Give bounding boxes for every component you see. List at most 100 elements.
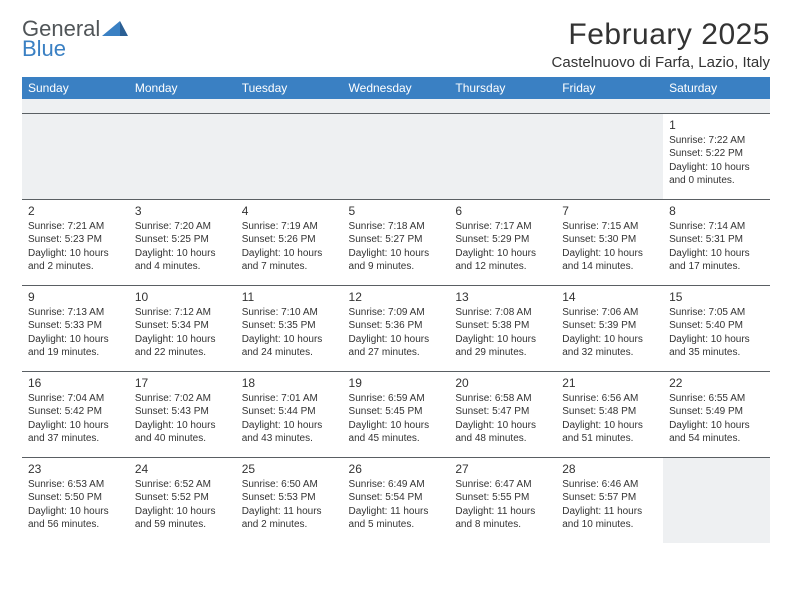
day-day1: Daylight: 10 hours: [455, 333, 550, 347]
week-row: 1Sunrise: 7:22 AMSunset: 5:22 PMDaylight…: [22, 113, 770, 199]
day-number: 7: [562, 203, 657, 219]
day-day1: Daylight: 10 hours: [669, 419, 764, 433]
day-sunrise: Sunrise: 7:09 AM: [349, 306, 444, 320]
day-number: 1: [669, 117, 764, 133]
day-sunrise: Sunrise: 7:04 AM: [28, 392, 123, 406]
day-day1: Daylight: 10 hours: [455, 247, 550, 261]
title-block: February 2025 Castelnuovo di Farfa, Lazi…: [552, 18, 770, 71]
day-number: 15: [669, 289, 764, 305]
day-sunrise: Sunrise: 7:20 AM: [135, 220, 230, 234]
day-number: 5: [349, 203, 444, 219]
day-sunrise: Sunrise: 7:02 AM: [135, 392, 230, 406]
day-number: 17: [135, 375, 230, 391]
day-cell: 1Sunrise: 7:22 AMSunset: 5:22 PMDaylight…: [663, 113, 770, 199]
day-cell: 24Sunrise: 6:52 AMSunset: 5:52 PMDayligh…: [129, 457, 236, 543]
day-cell: 9Sunrise: 7:13 AMSunset: 5:33 PMDaylight…: [22, 285, 129, 371]
day-sunset: Sunset: 5:39 PM: [562, 319, 657, 333]
day-number: 14: [562, 289, 657, 305]
day-cell: 27Sunrise: 6:47 AMSunset: 5:55 PMDayligh…: [449, 457, 556, 543]
day-cell-empty: [129, 113, 236, 199]
day-number: 24: [135, 461, 230, 477]
spacer-row: [22, 99, 770, 113]
day-cell: 14Sunrise: 7:06 AMSunset: 5:39 PMDayligh…: [556, 285, 663, 371]
day-cell: 15Sunrise: 7:05 AMSunset: 5:40 PMDayligh…: [663, 285, 770, 371]
day-sunset: Sunset: 5:52 PM: [135, 491, 230, 505]
day-sunset: Sunset: 5:31 PM: [669, 233, 764, 247]
day-day1: Daylight: 10 hours: [669, 247, 764, 261]
day-day1: Daylight: 10 hours: [349, 419, 444, 433]
day-day2: and 48 minutes.: [455, 432, 550, 446]
day-number: 25: [242, 461, 337, 477]
day-cell-empty: [22, 113, 129, 199]
day-day2: and 7 minutes.: [242, 260, 337, 274]
day-sunrise: Sunrise: 7:12 AM: [135, 306, 230, 320]
day-sunrise: Sunrise: 6:49 AM: [349, 478, 444, 492]
day-cell: 13Sunrise: 7:08 AMSunset: 5:38 PMDayligh…: [449, 285, 556, 371]
day-sunrise: Sunrise: 7:05 AM: [669, 306, 764, 320]
day-day1: Daylight: 10 hours: [135, 505, 230, 519]
dow-monday: Monday: [129, 77, 236, 99]
day-cell: 23Sunrise: 6:53 AMSunset: 5:50 PMDayligh…: [22, 457, 129, 543]
day-sunset: Sunset: 5:49 PM: [669, 405, 764, 419]
day-cell: 18Sunrise: 7:01 AMSunset: 5:44 PMDayligh…: [236, 371, 343, 457]
day-day2: and 51 minutes.: [562, 432, 657, 446]
day-cell-empty: [343, 113, 450, 199]
day-day1: Daylight: 11 hours: [455, 505, 550, 519]
day-sunrise: Sunrise: 7:08 AM: [455, 306, 550, 320]
day-cell-empty: [663, 457, 770, 543]
calendar-table: Sunday Monday Tuesday Wednesday Thursday…: [22, 77, 770, 543]
day-number: 18: [242, 375, 337, 391]
day-day2: and 24 minutes.: [242, 346, 337, 360]
day-day2: and 22 minutes.: [135, 346, 230, 360]
day-sunset: Sunset: 5:45 PM: [349, 405, 444, 419]
day-number: 12: [349, 289, 444, 305]
day-sunset: Sunset: 5:29 PM: [455, 233, 550, 247]
calendar-page: General Blue February 2025 Castelnuovo d…: [0, 0, 792, 553]
day-number: 9: [28, 289, 123, 305]
day-number: 10: [135, 289, 230, 305]
day-sunrise: Sunrise: 7:01 AM: [242, 392, 337, 406]
day-sunset: Sunset: 5:44 PM: [242, 405, 337, 419]
day-day1: Daylight: 10 hours: [242, 333, 337, 347]
day-cell: 10Sunrise: 7:12 AMSunset: 5:34 PMDayligh…: [129, 285, 236, 371]
day-number: 13: [455, 289, 550, 305]
brand-text: General Blue: [22, 18, 100, 60]
day-day2: and 43 minutes.: [242, 432, 337, 446]
day-day2: and 27 minutes.: [349, 346, 444, 360]
day-day1: Daylight: 10 hours: [562, 419, 657, 433]
day-day1: Daylight: 10 hours: [28, 505, 123, 519]
day-number: 19: [349, 375, 444, 391]
dow-wednesday: Wednesday: [343, 77, 450, 99]
day-sunrise: Sunrise: 6:56 AM: [562, 392, 657, 406]
day-number: 27: [455, 461, 550, 477]
day-cell: 12Sunrise: 7:09 AMSunset: 5:36 PMDayligh…: [343, 285, 450, 371]
day-day2: and 0 minutes.: [669, 174, 764, 188]
day-sunset: Sunset: 5:36 PM: [349, 319, 444, 333]
dow-thursday: Thursday: [449, 77, 556, 99]
day-sunset: Sunset: 5:42 PM: [28, 405, 123, 419]
day-day1: Daylight: 10 hours: [562, 333, 657, 347]
day-sunset: Sunset: 5:27 PM: [349, 233, 444, 247]
day-sunset: Sunset: 5:48 PM: [562, 405, 657, 419]
day-day2: and 29 minutes.: [455, 346, 550, 360]
dow-tuesday: Tuesday: [236, 77, 343, 99]
day-number: 11: [242, 289, 337, 305]
day-cell-empty: [556, 113, 663, 199]
day-sunset: Sunset: 5:55 PM: [455, 491, 550, 505]
day-sunrise: Sunrise: 7:18 AM: [349, 220, 444, 234]
day-sunrise: Sunrise: 6:46 AM: [562, 478, 657, 492]
day-day1: Daylight: 10 hours: [28, 247, 123, 261]
day-day1: Daylight: 10 hours: [242, 247, 337, 261]
day-number: 26: [349, 461, 444, 477]
day-day2: and 2 minutes.: [28, 260, 123, 274]
day-sunrise: Sunrise: 7:15 AM: [562, 220, 657, 234]
day-sunrise: Sunrise: 7:17 AM: [455, 220, 550, 234]
day-day2: and 4 minutes.: [135, 260, 230, 274]
day-day2: and 54 minutes.: [669, 432, 764, 446]
day-day1: Daylight: 10 hours: [135, 419, 230, 433]
day-sunrise: Sunrise: 6:52 AM: [135, 478, 230, 492]
day-number: 8: [669, 203, 764, 219]
day-sunrise: Sunrise: 6:53 AM: [28, 478, 123, 492]
day-day2: and 14 minutes.: [562, 260, 657, 274]
day-day2: and 10 minutes.: [562, 518, 657, 532]
